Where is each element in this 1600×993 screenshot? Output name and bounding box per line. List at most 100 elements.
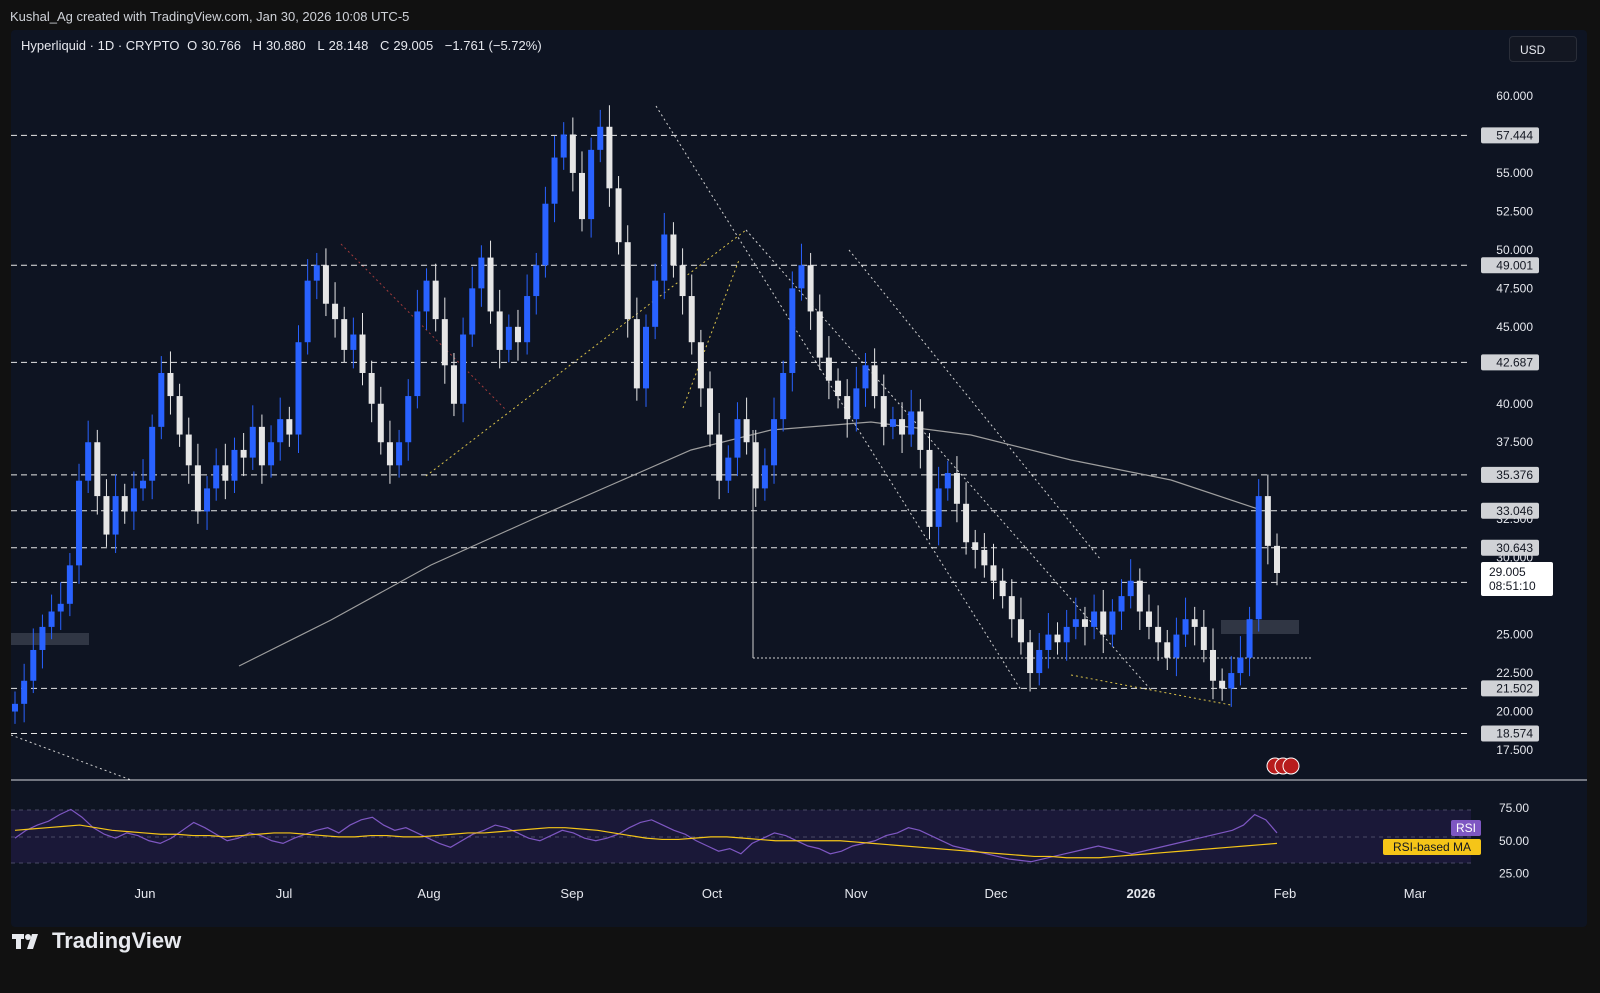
candle-body: [130, 488, 137, 512]
trendline-dotted: [745, 229, 1152, 691]
symbol-label: Hyperliquid · 1D · CRYPTO: [21, 38, 180, 53]
candle-body: [1264, 496, 1271, 546]
candle-body: [1027, 642, 1034, 674]
price-tick-label: 37.500: [1496, 435, 1533, 449]
candle-body: [1091, 611, 1098, 627]
candle-body: [103, 496, 110, 535]
candle-body: [551, 157, 558, 204]
candle-body: [789, 288, 796, 373]
candle-body: [487, 257, 494, 312]
candle-body: [514, 326, 521, 343]
candle-body: [222, 465, 229, 481]
zone-box: [11, 633, 89, 645]
candle-body: [277, 419, 284, 443]
candle-body: [359, 334, 366, 373]
trendline-resistance: [340, 243, 507, 411]
level-badge-label: 35.376: [1496, 468, 1533, 482]
candle-body: [1072, 619, 1079, 627]
level-badge: [1481, 354, 1539, 371]
candle-body: [231, 449, 238, 481]
ohlc-legend: Hyperliquid · 1D · CRYPTO O 30.766 H 30.88…: [21, 38, 546, 53]
candle-body: [1054, 634, 1061, 643]
price-tick-label: 47.500: [1496, 281, 1533, 295]
candle-body: [1100, 611, 1107, 635]
candle-body: [661, 234, 668, 281]
level-badge-label: 33.046: [1496, 504, 1533, 518]
candle-body: [624, 242, 631, 320]
candle-body: [743, 419, 750, 443]
candle-body: [414, 311, 421, 397]
low-value: L 28.148: [317, 38, 369, 53]
candle-body: [1008, 596, 1015, 620]
ma-line: [238, 421, 1262, 667]
level-badge: [1481, 680, 1539, 697]
candle-body: [341, 319, 348, 350]
time-tick-label: Oct: [702, 886, 723, 901]
candle-body: [597, 126, 604, 150]
price-chart[interactable]: 75.00 50.00 25.00 RSI RSI-based MA 60.000 55.…: [11, 30, 1587, 927]
price-tick-label: 25.000: [1496, 628, 1533, 642]
candle-body: [725, 457, 732, 481]
candle-body: [57, 603, 64, 612]
rsi-tick-label: 75.00: [1499, 801, 1529, 815]
candle-body: [825, 357, 832, 381]
candle-body: [716, 434, 723, 481]
candle-body: [1182, 619, 1189, 635]
price-axis: 60.000 55.000 52.500 50.000 47.500 45.000 40.0…: [1266, 89, 1553, 775]
time-tick-label: Mar: [1404, 886, 1427, 901]
candle-body: [899, 419, 906, 435]
candle-body: [771, 419, 778, 466]
tradingview-logo-icon: [12, 934, 38, 949]
time-tick-label: Aug: [417, 886, 440, 901]
candle-body: [21, 680, 28, 704]
candle-body: [908, 411, 915, 435]
candle-body: [1127, 580, 1134, 597]
candle-body: [862, 365, 869, 389]
chart-panel[interactable]: Hyperliquid · 1D · CRYPTO O 30.766 H 30.88…: [11, 30, 1587, 927]
candle-body: [853, 388, 860, 420]
candle-body: [204, 488, 211, 512]
candle-body: [496, 311, 503, 350]
candle-body: [643, 326, 649, 389]
time-tick-label: Jun: [135, 886, 156, 901]
candle-body: [185, 434, 192, 466]
currency-button[interactable]: USD: [1509, 36, 1577, 62]
candles: [12, 105, 1280, 724]
level-badge-label: 42.687: [1496, 355, 1533, 369]
candle-body: [460, 334, 467, 404]
candle-body: [240, 449, 247, 458]
candle-body: [94, 442, 101, 497]
candle-body: [76, 480, 83, 566]
level-badge: [1481, 466, 1539, 483]
candle-body: [926, 449, 933, 527]
rsi-ma-badge: [1383, 839, 1481, 855]
rsi-ma-line: [14, 824, 1278, 859]
brand-name: TradingView: [52, 928, 182, 953]
candle-body: [30, 649, 37, 681]
time-tick-label: Sep: [560, 886, 583, 901]
candle-body: [542, 203, 549, 266]
price-tick-label: 50.000: [1496, 243, 1533, 257]
candle-body: [972, 542, 979, 550]
candle-body: [1237, 657, 1244, 674]
candle-body: [670, 234, 677, 266]
price-tick-label: 52.500: [1496, 204, 1533, 218]
candle-body: [963, 503, 970, 543]
candle-body: [990, 565, 997, 581]
rsi-tick-label: 50.00: [1499, 834, 1529, 848]
candle-body: [66, 565, 73, 604]
level-badge: [1481, 725, 1539, 742]
last-price-label: 29.005: [1489, 565, 1526, 579]
candle-body: [1200, 626, 1207, 650]
candle-body: [560, 134, 567, 158]
candle-body: [999, 580, 1006, 597]
zone-box: [1221, 620, 1299, 634]
candle-body: [158, 372, 165, 427]
candle-body: [953, 473, 960, 504]
candle-body: [688, 296, 695, 343]
candle-body: [268, 442, 275, 466]
candle-body: [1081, 619, 1088, 627]
candle-body: [505, 326, 512, 350]
level-badge-label: 57.444: [1496, 128, 1533, 142]
candle-body: [213, 465, 220, 489]
